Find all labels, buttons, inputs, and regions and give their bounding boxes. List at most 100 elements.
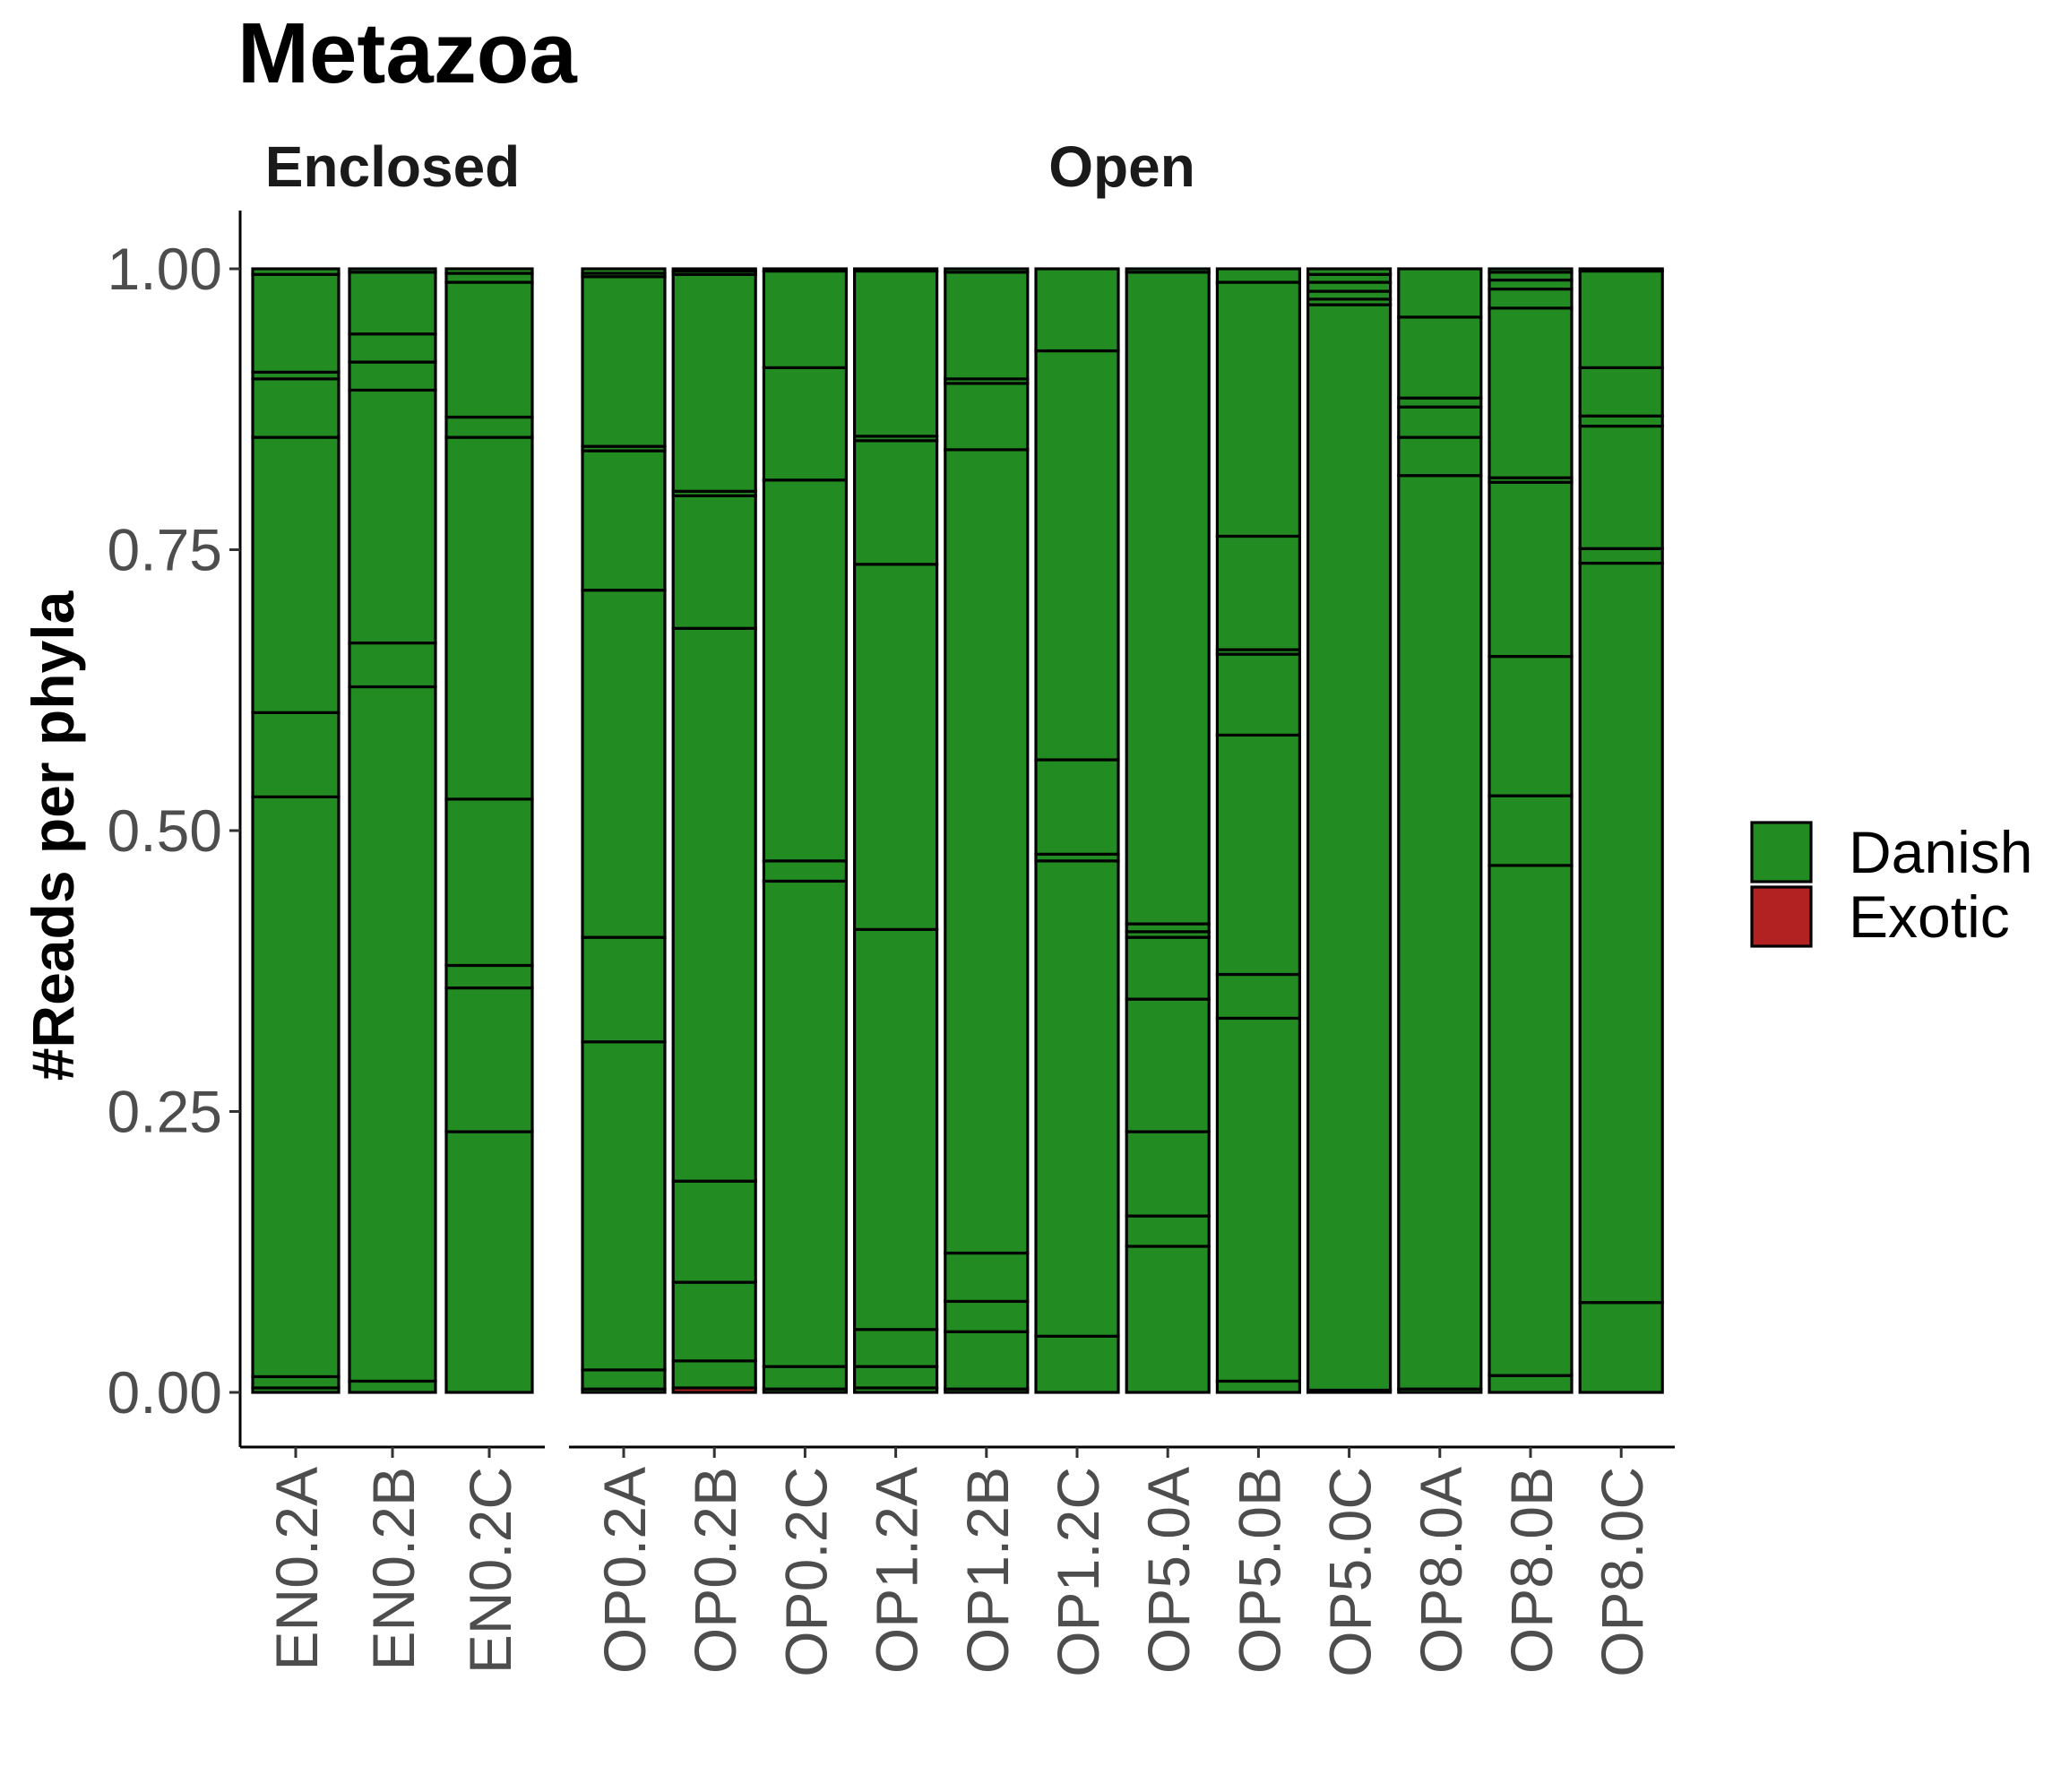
bar-segment [348, 360, 437, 392]
bar-segment [671, 626, 757, 1183]
bars [251, 267, 1664, 1394]
bar-segment [1578, 269, 1664, 369]
bar-segment [1488, 655, 1574, 797]
bar-segment [348, 332, 437, 364]
bar-segment [1215, 280, 1302, 538]
bar-segment [762, 366, 849, 482]
bar-segment [1578, 561, 1664, 1305]
facet-label-enclosed: Enclosed [265, 134, 521, 199]
x-tick-label: OP5.0A [1135, 1467, 1202, 1674]
bar-segment [852, 1365, 939, 1390]
bar-segment [762, 879, 849, 1368]
bar-segment [944, 1299, 1030, 1333]
bar-segment [444, 986, 534, 1133]
bar-segment [1488, 287, 1574, 310]
y-axis-label: #Reads per phyla [20, 590, 86, 1081]
bar-EN0.2C [444, 267, 534, 1394]
bar-segment [251, 272, 341, 374]
bar-OP1.2B [944, 267, 1030, 1394]
bar-segment [762, 478, 849, 863]
bar-segment [251, 267, 341, 276]
bar-OP8.0C [1578, 267, 1664, 1394]
bar-segment [1215, 733, 1302, 977]
legend-label-danish: Danish [1849, 819, 2032, 885]
bar-segment [581, 267, 667, 275]
bar-segment [852, 927, 939, 1331]
bar-segment [1125, 267, 1211, 274]
x-tick-label: OP5.0B [1226, 1467, 1292, 1674]
bar-segment [581, 1040, 667, 1372]
legend-key-danish [1750, 821, 1813, 883]
x-tick-label: OP1.2A [864, 1467, 930, 1674]
facet-strips: Enclosed Open [265, 134, 1195, 199]
bar-segment [581, 1368, 667, 1391]
bar-segment [251, 435, 341, 714]
bar-segment [251, 711, 341, 798]
legend-label-exotic: Exotic [1849, 883, 2010, 950]
bar-segment [762, 269, 849, 369]
bar-segment [944, 267, 1030, 274]
bar-segment [671, 494, 757, 630]
bar-segment [1578, 414, 1664, 428]
x-tick-label: OP0.2B [682, 1467, 748, 1674]
bar-segment [1397, 405, 1483, 439]
bar-OP1.2A [852, 267, 939, 1394]
bar-segment [444, 267, 534, 275]
x-tick-label: OP8.0B [1498, 1467, 1565, 1674]
bar-segment [348, 388, 437, 645]
bar-segment [852, 563, 939, 931]
facet-label-open: Open [1048, 134, 1195, 199]
bar-segment [1397, 267, 1483, 319]
bar-segment [762, 1365, 849, 1391]
x-tick-label: EN0.2B [360, 1467, 427, 1670]
bar-segment [944, 271, 1030, 381]
bar-segment [1034, 349, 1120, 762]
x-tick-label: OP5.0C [1317, 1467, 1384, 1677]
bar-segment [1125, 1245, 1211, 1394]
bar-segment [251, 377, 341, 439]
x-tick-label: OP0.2C [772, 1467, 839, 1677]
bar-segment [444, 797, 534, 968]
bar-segment [944, 1330, 1030, 1391]
bar-segment [348, 641, 437, 689]
bar-segment [581, 935, 667, 1044]
bar-segment [671, 267, 757, 273]
y-tick-label: 0.25 [108, 1079, 222, 1145]
bar-segment [1125, 1214, 1211, 1248]
bar-segment [944, 382, 1030, 452]
bar-segment [671, 272, 757, 493]
x-tick-label: EN0.2C [457, 1467, 523, 1674]
bar-EN0.2A [251, 267, 341, 1394]
bar-segment [581, 589, 667, 939]
bar-segment [1034, 859, 1120, 1338]
bar-segment [444, 415, 534, 439]
y-tick-label: 1.00 [108, 236, 222, 302]
bar-segment [1578, 1301, 1664, 1394]
bar-segment [1034, 758, 1120, 856]
legend-key-exotic [1750, 885, 1813, 948]
bar-segment [444, 1130, 534, 1394]
bar-OP5.0A [1125, 267, 1211, 1394]
bar-segment [251, 795, 341, 1379]
y-tick-label: 0.50 [108, 797, 222, 864]
bar-segment [852, 267, 939, 273]
bar-OP8.0A [1397, 267, 1483, 1394]
bar-segment [1488, 794, 1574, 867]
bar-segment [1215, 972, 1302, 1021]
bar-segment [1215, 1016, 1302, 1383]
bar-segment [1488, 267, 1574, 274]
bar-OP1.2C [1034, 267, 1120, 1394]
x-tick-label: EN0.2A [263, 1467, 330, 1670]
bar-segment [1306, 303, 1393, 1392]
bar-OP0.2A [581, 267, 667, 1394]
bar-segment [1488, 1374, 1574, 1394]
bar-segment [1125, 1130, 1211, 1218]
bar-segment [444, 280, 534, 419]
x-tick-label: OP8.0C [1589, 1467, 1655, 1677]
bar-segment [852, 269, 939, 438]
bar-OP5.0B [1215, 267, 1302, 1394]
y-tick-label: 0.75 [108, 517, 222, 583]
bar-segment [944, 448, 1030, 1255]
bar-segment [444, 963, 534, 990]
